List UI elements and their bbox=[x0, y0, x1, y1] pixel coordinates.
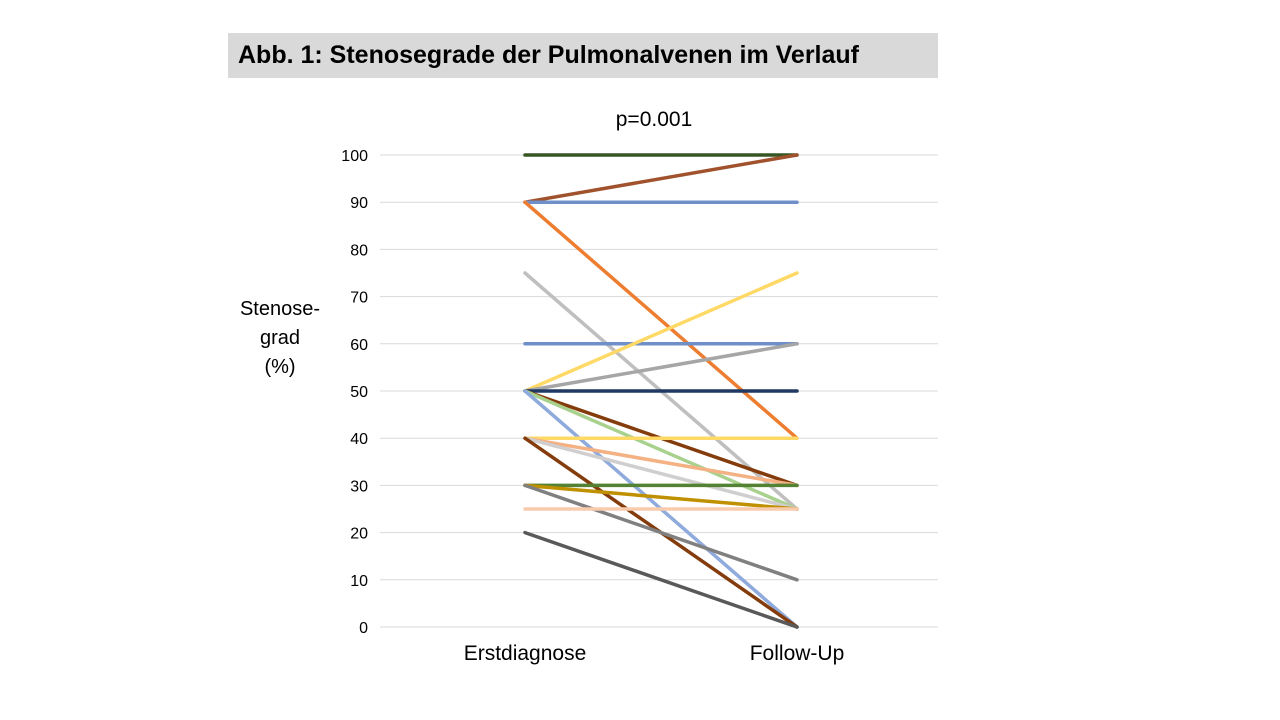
series-line bbox=[523, 436, 799, 511]
series-lines bbox=[523, 153, 799, 629]
y-axis-label-line: (%) bbox=[264, 356, 296, 378]
y-tick-label: 10 bbox=[350, 573, 368, 590]
chart-title: Abb. 1: Stenosegrade der Pulmonalvenen i… bbox=[228, 33, 938, 78]
y-axis-ticks: 0 10 20 30 40 50 60 70 80 90 100 bbox=[341, 148, 368, 637]
y-tick-label: 20 bbox=[350, 526, 368, 543]
series-line bbox=[523, 483, 799, 511]
series-line bbox=[523, 436, 799, 488]
y-tick-label: 60 bbox=[350, 337, 368, 354]
y-axis-label-line: Stenose- bbox=[239, 298, 321, 320]
series-line bbox=[523, 200, 799, 440]
y-tick-label: 80 bbox=[350, 242, 368, 259]
y-tick-label: 70 bbox=[350, 290, 368, 307]
y-tick-label: 90 bbox=[350, 195, 368, 212]
y-axis-label-line: grad bbox=[259, 327, 301, 349]
series-line bbox=[523, 483, 799, 582]
p-value-label: p=0.001 bbox=[616, 108, 693, 131]
y-axis-label: Stenose- grad (%) bbox=[215, 295, 345, 382]
x-axis-categories: Erstdiagnose Follow-Up bbox=[464, 642, 845, 665]
series-line bbox=[523, 530, 799, 629]
y-tick-label: 50 bbox=[350, 384, 368, 401]
x-category-label: Follow-Up bbox=[750, 642, 845, 665]
series-line bbox=[523, 389, 799, 511]
series-line bbox=[523, 342, 799, 393]
y-tick-label: 40 bbox=[350, 431, 368, 448]
y-tick-label: 100 bbox=[341, 148, 368, 165]
y-tick-label: 30 bbox=[350, 478, 368, 495]
series-line bbox=[523, 271, 799, 393]
y-tick-label: 0 bbox=[359, 620, 368, 637]
x-category-label: Erstdiagnose bbox=[464, 642, 587, 665]
series-line bbox=[523, 153, 799, 204]
